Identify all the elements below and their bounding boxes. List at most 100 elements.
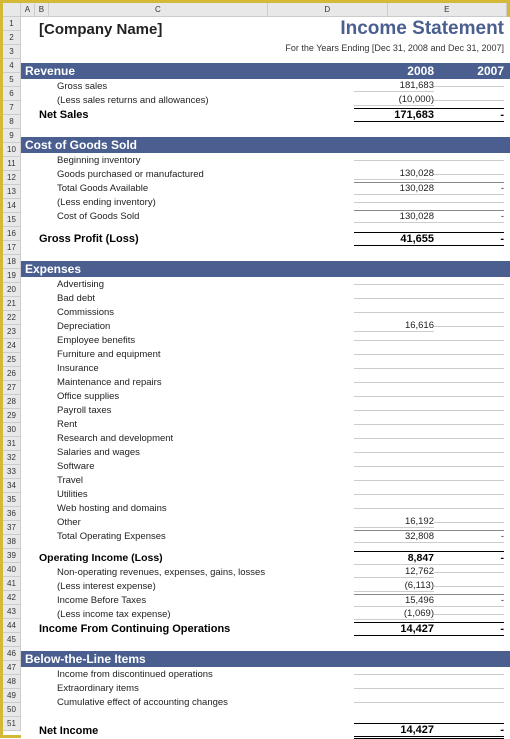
row-header-48[interactable]: 48 <box>3 675 21 689</box>
cell-value[interactable]: 130,028 <box>354 210 434 223</box>
cell-value[interactable]: 15,496 <box>354 594 434 607</box>
row-header-42[interactable]: 42 <box>3 591 21 605</box>
cell-value[interactable] <box>354 160 434 161</box>
row-header-10[interactable]: 10 <box>3 143 21 157</box>
cell-value[interactable] <box>434 572 504 573</box>
cell-value[interactable] <box>434 494 504 495</box>
cell-value[interactable] <box>434 438 504 439</box>
col-header-D[interactable]: D <box>268 3 388 17</box>
cell-value[interactable] <box>354 382 434 383</box>
cell-value[interactable]: 32,808 <box>354 530 434 543</box>
row-header-4[interactable]: 4 <box>3 59 21 73</box>
cell-value[interactable] <box>434 298 504 299</box>
row-header-14[interactable]: 14 <box>3 199 21 213</box>
row-header-20[interactable]: 20 <box>3 283 21 297</box>
cell-value[interactable] <box>354 298 434 299</box>
cell-value[interactable] <box>354 508 434 509</box>
cell-value[interactable] <box>434 452 504 453</box>
row-header-39[interactable]: 39 <box>3 549 21 563</box>
cell-value[interactable] <box>434 614 504 615</box>
row-header-6[interactable]: 6 <box>3 87 21 101</box>
cell-value[interactable]: 16,192 <box>354 516 434 528</box>
cell-value[interactable]: 181,683 <box>354 80 434 92</box>
row-header-38[interactable]: 38 <box>3 535 21 549</box>
cell-value[interactable] <box>434 688 504 689</box>
cell-value[interactable] <box>434 586 504 587</box>
cell-value[interactable] <box>434 368 504 369</box>
cell-value[interactable] <box>434 284 504 285</box>
row-header-41[interactable]: 41 <box>3 577 21 591</box>
cell-value[interactable] <box>354 494 434 495</box>
row-header-21[interactable]: 21 <box>3 297 21 311</box>
row-header-16[interactable]: 16 <box>3 227 21 241</box>
cell-value[interactable] <box>434 424 504 425</box>
cell-value[interactable] <box>354 202 434 203</box>
row-header-31[interactable]: 31 <box>3 437 21 451</box>
cell-value[interactable] <box>354 438 434 439</box>
cell-value[interactable] <box>354 410 434 411</box>
cell-value[interactable]: - <box>434 182 504 195</box>
cell-value[interactable] <box>354 466 434 467</box>
row-header-49[interactable]: 49 <box>3 689 21 703</box>
cell-value[interactable] <box>434 312 504 313</box>
cell-value[interactable] <box>434 382 504 383</box>
cell-value[interactable] <box>434 480 504 481</box>
cell-value[interactable] <box>354 424 434 425</box>
cell-value[interactable]: 16,616 <box>354 320 434 332</box>
cell-value[interactable] <box>434 174 504 175</box>
row-header-50[interactable]: 50 <box>3 703 21 717</box>
cell-value[interactable] <box>354 368 434 369</box>
cell-value[interactable] <box>434 340 504 341</box>
cell-value[interactable] <box>434 702 504 703</box>
row-header-1[interactable]: 1 <box>3 17 21 31</box>
col-header-A[interactable]: A <box>21 3 35 17</box>
row-header-13[interactable]: 13 <box>3 185 21 199</box>
row-header-37[interactable]: 37 <box>3 521 21 535</box>
company-name[interactable]: [Company Name] <box>39 21 340 38</box>
cell-value[interactable] <box>434 202 504 203</box>
cell-value[interactable] <box>434 86 504 87</box>
cell-value[interactable] <box>434 508 504 509</box>
cell-value[interactable] <box>434 674 504 675</box>
cell-value[interactable] <box>354 396 434 397</box>
row-header-27[interactable]: 27 <box>3 381 21 395</box>
cell-value[interactable] <box>354 354 434 355</box>
cell-value[interactable] <box>434 522 504 523</box>
row-header-28[interactable]: 28 <box>3 395 21 409</box>
cell-value[interactable]: - <box>434 594 504 607</box>
row-header-29[interactable]: 29 <box>3 409 21 423</box>
cell-value[interactable] <box>354 284 434 285</box>
row-header-26[interactable]: 26 <box>3 367 21 381</box>
row-header-25[interactable]: 25 <box>3 353 21 367</box>
row-header-44[interactable]: 44 <box>3 619 21 633</box>
row-header-9[interactable]: 9 <box>3 129 21 143</box>
cell-value[interactable] <box>434 326 504 327</box>
cell-value[interactable] <box>434 354 504 355</box>
row-header-40[interactable]: 40 <box>3 563 21 577</box>
cell-value[interactable] <box>354 452 434 453</box>
cell-value[interactable] <box>354 312 434 313</box>
row-header-23[interactable]: 23 <box>3 325 21 339</box>
row-header-24[interactable]: 24 <box>3 339 21 353</box>
cell-value[interactable] <box>354 674 434 675</box>
row-header-34[interactable]: 34 <box>3 479 21 493</box>
row-header-3[interactable]: 3 <box>3 45 21 59</box>
row-header-30[interactable]: 30 <box>3 423 21 437</box>
row-header-17[interactable]: 17 <box>3 241 21 255</box>
cell-value[interactable] <box>354 702 434 703</box>
col-header-B[interactable]: B <box>35 3 49 17</box>
cell-value[interactable] <box>354 480 434 481</box>
cell-value[interactable]: 130,028 <box>354 168 434 180</box>
row-header-47[interactable]: 47 <box>3 661 21 675</box>
row-header-7[interactable]: 7 <box>3 101 21 115</box>
cell-value[interactable] <box>434 466 504 467</box>
row-header-12[interactable]: 12 <box>3 171 21 185</box>
cell-value[interactable]: - <box>434 210 504 223</box>
row-header-19[interactable]: 19 <box>3 269 21 283</box>
cell-value[interactable] <box>434 160 504 161</box>
col-header-E[interactable]: E <box>388 3 508 17</box>
row-header-32[interactable]: 32 <box>3 451 21 465</box>
row-header-5[interactable]: 5 <box>3 73 21 87</box>
cell-value[interactable] <box>434 100 504 101</box>
row-header-18[interactable]: 18 <box>3 255 21 269</box>
